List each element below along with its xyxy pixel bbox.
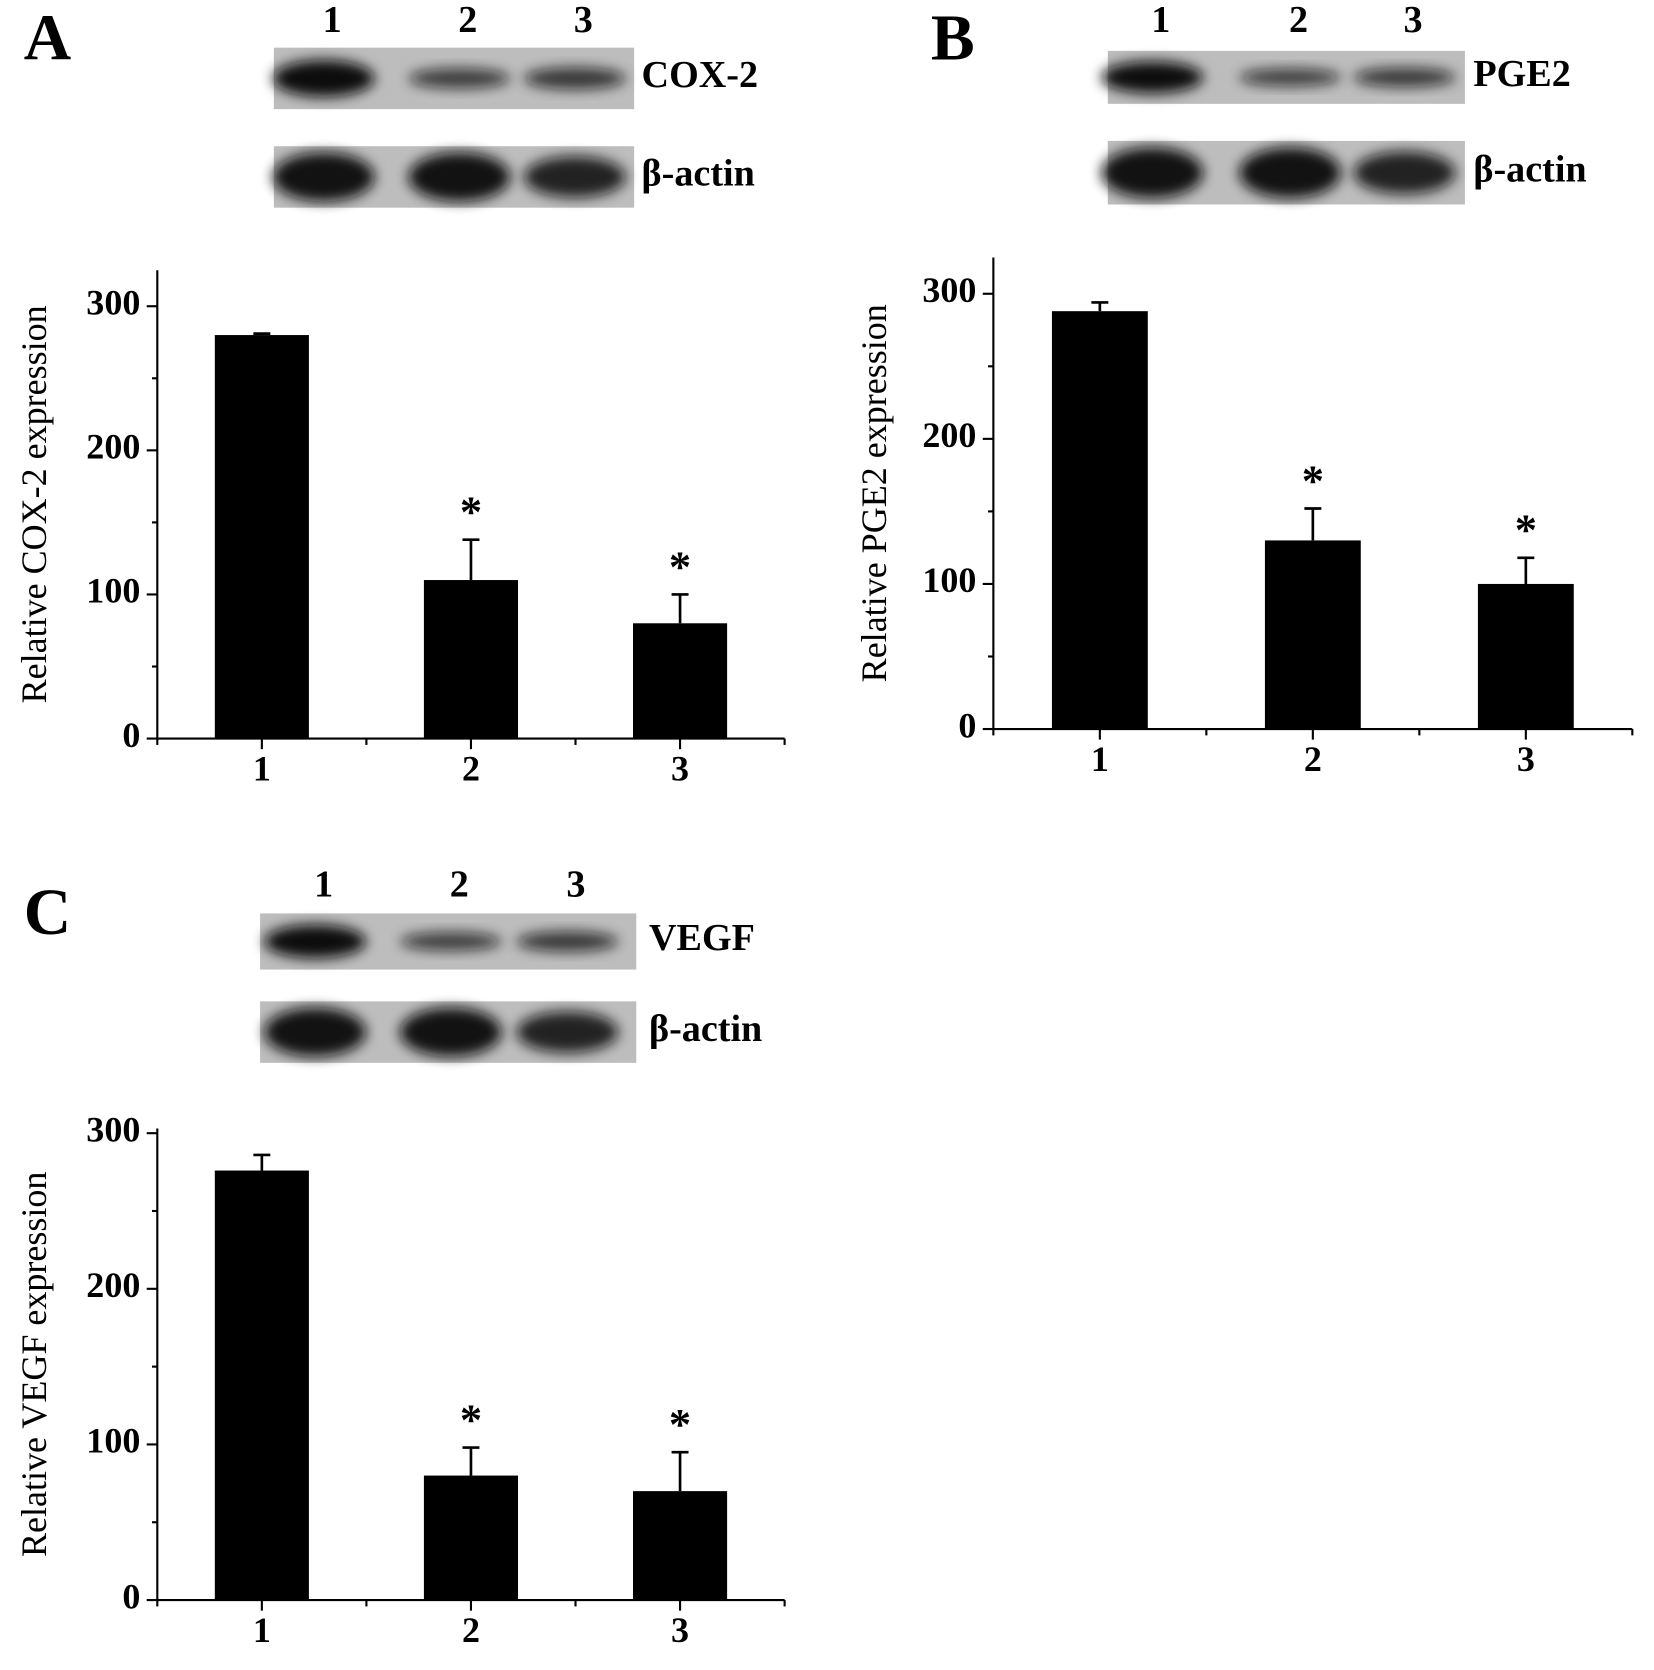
blot-band bbox=[408, 68, 511, 89]
bar bbox=[1051, 311, 1148, 730]
blot-band bbox=[272, 59, 375, 97]
x-tick-label: 2 bbox=[1304, 739, 1322, 779]
blot-band bbox=[399, 1007, 502, 1057]
blot-band bbox=[516, 931, 619, 952]
x-tick-label: 1 bbox=[253, 749, 271, 789]
significance-marker: * bbox=[1515, 505, 1537, 555]
blot-band bbox=[399, 932, 502, 951]
error-bar bbox=[1304, 507, 1322, 541]
y-tick-label: 100 bbox=[86, 1421, 140, 1461]
y-tick-label: 200 bbox=[86, 427, 140, 467]
blot-band bbox=[523, 156, 626, 198]
error-bar bbox=[671, 593, 689, 624]
error-bar bbox=[253, 332, 271, 336]
blot-band bbox=[1239, 68, 1341, 87]
blot-label: β-actin bbox=[1473, 148, 1586, 190]
x-tick-label: 1 bbox=[1091, 739, 1109, 779]
x-tick-label: 1 bbox=[253, 1610, 271, 1650]
error-bar bbox=[1091, 301, 1109, 312]
y-tick-label: 300 bbox=[86, 1109, 140, 1149]
panel-letter: B bbox=[931, 2, 975, 75]
blot-band bbox=[516, 1011, 619, 1053]
blot-band bbox=[264, 1007, 367, 1057]
blot-band bbox=[1101, 61, 1204, 94]
lane-label: 1 bbox=[314, 864, 333, 906]
error-bar bbox=[462, 1446, 480, 1476]
bar bbox=[423, 1475, 519, 1601]
blot-band bbox=[1239, 147, 1341, 199]
panel-letter: C bbox=[24, 876, 71, 949]
blot-label: VEGF bbox=[649, 917, 755, 959]
error-bar bbox=[462, 538, 480, 581]
error-bar bbox=[1517, 556, 1535, 584]
lane-label: 2 bbox=[458, 0, 477, 41]
significance-marker: * bbox=[669, 1399, 691, 1449]
blot-band bbox=[408, 152, 511, 202]
y-tick-label: 200 bbox=[922, 415, 976, 455]
lane-label: 3 bbox=[566, 864, 585, 906]
y-tick-label: 200 bbox=[86, 1265, 140, 1305]
error-bar bbox=[253, 1153, 271, 1171]
lane-label: 1 bbox=[323, 0, 342, 41]
y-tick-label: 0 bbox=[122, 715, 140, 755]
blot-band bbox=[1101, 147, 1204, 199]
blot-label: β-actin bbox=[649, 1008, 762, 1050]
y-tick-label: 100 bbox=[86, 571, 140, 611]
blot-label: β-actin bbox=[642, 153, 755, 195]
lane-label: 2 bbox=[450, 864, 469, 906]
bar bbox=[214, 1170, 309, 1601]
blot-band bbox=[264, 924, 367, 959]
error-bar bbox=[671, 1450, 689, 1492]
x-tick-label: 3 bbox=[671, 1610, 689, 1650]
lane-label: 3 bbox=[1403, 0, 1422, 41]
y-axis-label: Relative COX-2 expression bbox=[14, 305, 54, 703]
blot-label: PGE2 bbox=[1473, 53, 1570, 95]
lane-label: 3 bbox=[574, 0, 593, 41]
significance-marker: * bbox=[460, 487, 482, 537]
blot-band bbox=[523, 67, 626, 90]
y-tick-label: 300 bbox=[86, 283, 140, 323]
y-axis-label: Relative VEGF expression bbox=[14, 1172, 54, 1557]
blot-band bbox=[272, 152, 375, 202]
bar bbox=[633, 1491, 728, 1601]
panel-letter: A bbox=[24, 2, 71, 75]
bar bbox=[633, 623, 728, 739]
y-tick-label: 100 bbox=[922, 560, 976, 600]
x-tick-label: 3 bbox=[671, 749, 689, 789]
bar bbox=[1477, 583, 1574, 730]
lane-label: 1 bbox=[1151, 0, 1170, 41]
lane-label: 2 bbox=[1289, 0, 1308, 41]
significance-marker: * bbox=[460, 1394, 482, 1444]
x-tick-label: 2 bbox=[462, 749, 480, 789]
y-tick-label: 0 bbox=[958, 705, 976, 745]
y-tick-label: 0 bbox=[122, 1576, 140, 1616]
blot-band bbox=[1353, 151, 1456, 195]
x-tick-label: 2 bbox=[462, 1610, 480, 1650]
blot-band bbox=[1353, 67, 1456, 87]
y-axis-label: Relative PGE2 expression bbox=[854, 304, 894, 682]
blot-label: COX-2 bbox=[642, 54, 758, 96]
significance-marker: * bbox=[669, 541, 691, 591]
bar bbox=[423, 580, 519, 739]
x-tick-label: 3 bbox=[1517, 739, 1535, 779]
bar bbox=[214, 335, 309, 739]
bar bbox=[1264, 540, 1361, 730]
significance-marker: * bbox=[1302, 455, 1324, 505]
y-tick-label: 300 bbox=[922, 270, 976, 310]
